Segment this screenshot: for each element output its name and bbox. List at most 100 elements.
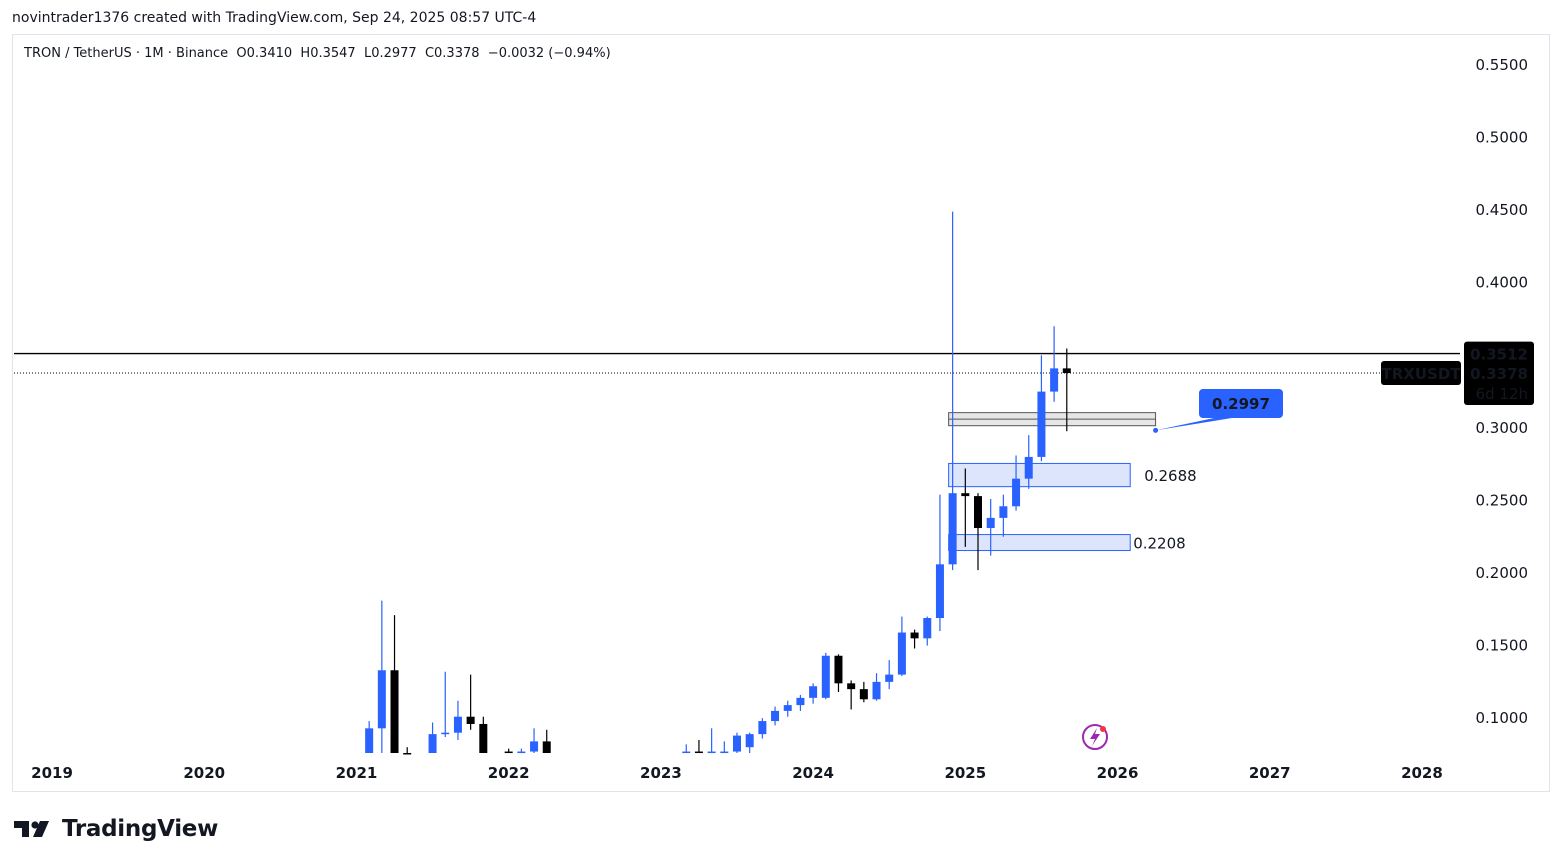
candle (771, 706, 780, 726)
candle-body (783, 705, 792, 711)
last-price-tag (1464, 361, 1534, 406)
callout-pointer (1155, 418, 1232, 431)
candle-body (961, 493, 970, 497)
candle-body (974, 496, 982, 529)
candle (910, 629, 919, 649)
candle-body (733, 735, 741, 752)
candle-body (453, 716, 462, 733)
candle (1012, 455, 1021, 511)
candle-body (1012, 478, 1021, 507)
zone-label: 0.2208 (1133, 535, 1186, 553)
candle-body (542, 741, 551, 753)
horizontal-line-price-text: 0.3512 (1470, 346, 1528, 364)
price-tick-label: 0.4000 (1476, 274, 1529, 292)
candle-body (986, 517, 995, 529)
zone-label: 0.2688 (1144, 467, 1197, 485)
candle (441, 671, 450, 738)
candle (847, 680, 856, 710)
candle (745, 732, 754, 753)
candle (453, 700, 462, 740)
candle (859, 681, 868, 703)
candle-body (771, 710, 780, 722)
candle (923, 616, 932, 646)
candle (821, 652, 830, 700)
price-tick-label: 0.5500 (1476, 56, 1529, 74)
candle (682, 744, 691, 754)
candle-body (758, 721, 767, 735)
time-tick-label: 2025 (944, 764, 986, 782)
price-tick-label: 0.3000 (1476, 419, 1529, 437)
time-tick-label: 2021 (336, 764, 378, 782)
legend-high: H0.3547 (300, 46, 356, 61)
candle (707, 728, 716, 754)
candle (872, 673, 881, 701)
price-labels-layer: 0.3512 TRXUSDT 0.3378 6d 12h (1381, 341, 1534, 406)
price-tick-label: 0.2000 (1476, 564, 1529, 582)
legend-open: O0.3410 (236, 46, 293, 61)
candle-body (809, 686, 818, 698)
candle (1050, 326, 1059, 402)
candle (796, 694, 805, 711)
candle-body (720, 751, 729, 754)
candle (834, 654, 843, 693)
candle (390, 615, 399, 753)
candle-body (466, 716, 475, 724)
symbol-tag (1381, 361, 1461, 386)
legend-close: C0.3378 (424, 46, 480, 61)
candle-body (859, 689, 868, 700)
time-tick-label: 2026 (1097, 764, 1139, 782)
candle (948, 211, 957, 571)
candle (530, 728, 539, 753)
candle (1024, 435, 1033, 489)
candle (974, 493, 982, 571)
candle (961, 468, 970, 547)
countdown-text: 6d 12h (1476, 385, 1528, 403)
time-tick-label: 2027 (1249, 764, 1291, 782)
candle-body (923, 618, 932, 639)
candle-body (694, 751, 703, 754)
chart-credit: novintrader1376 created with TradingView… (12, 10, 537, 26)
candle-body (517, 751, 526, 754)
candle-body (948, 493, 957, 565)
candle (720, 741, 729, 754)
candle-body (847, 683, 856, 690)
candle-body (377, 670, 386, 729)
candle (428, 722, 437, 753)
time-tick-label: 2022 (488, 764, 530, 782)
candle (935, 494, 944, 632)
candle (809, 683, 818, 704)
candle-body (910, 632, 919, 639)
symbol-tag-text: TRXUSDT (1381, 365, 1461, 383)
candle (783, 700, 792, 717)
candles-layer (365, 211, 1071, 755)
candle-body (504, 751, 513, 754)
price-axis: 0.1000 0.1500 0.2000 0.2500 0.3000 0.4000 0.45… (1476, 56, 1529, 727)
callout-anchor (1153, 427, 1159, 433)
candle (694, 739, 703, 754)
candle-body (1050, 368, 1059, 392)
lightning-icon[interactable] (1082, 724, 1108, 750)
price-tick-label: 0.4500 (1476, 201, 1529, 219)
candle-body (479, 723, 488, 753)
time-tick-label: 2020 (183, 764, 225, 782)
tradingview-logo[interactable]: TradingView (14, 816, 218, 842)
candle-body (707, 751, 716, 754)
callout-layer: 0.2997 (1153, 389, 1283, 433)
candle (999, 494, 1008, 537)
time-tick-label: 2023 (640, 764, 682, 782)
candle (885, 660, 894, 690)
candle-body (745, 734, 754, 748)
candle-body (1062, 368, 1071, 374)
time-tick-label: 2024 (792, 764, 834, 782)
candle-body (682, 751, 691, 754)
callout-box (1199, 389, 1283, 418)
last-price-text: 0.3378 (1470, 365, 1528, 383)
candle (1037, 355, 1046, 462)
candle (365, 721, 374, 753)
candle-body (390, 670, 399, 753)
chart-frame (12, 34, 1550, 792)
candle-body (821, 655, 830, 698)
candle-body (441, 732, 450, 735)
legend-low: L0.2977 (363, 46, 417, 61)
